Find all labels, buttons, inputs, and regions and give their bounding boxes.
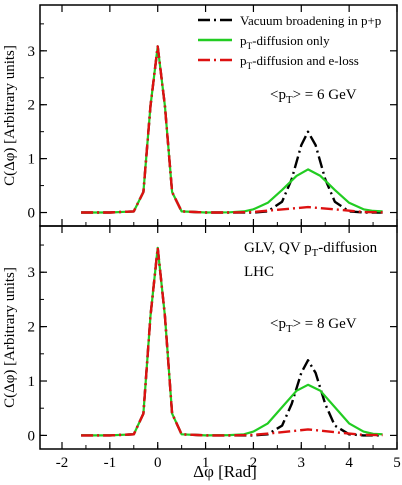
series-line-top-2 (81, 45, 383, 214)
legend-label-2: pT-diffusion and e-loss (240, 53, 359, 72)
legend-label-0: Vacuum broadening in p+p (240, 13, 381, 28)
series-line-top-1 (81, 45, 383, 214)
series-line-top-0 (81, 45, 383, 214)
series-line-bottom-0 (81, 246, 383, 437)
y-tick-label: 1 (28, 374, 36, 390)
panel-frame-bottom (39, 225, 398, 450)
series-line-bottom-1 (81, 246, 383, 437)
series-line-bottom-2 (81, 246, 383, 437)
panel-frame-top (39, 4, 398, 227)
x-axis-label: Δφ [Rad] (193, 462, 257, 481)
x-tick-label: 5 (393, 455, 401, 471)
x-tick-label: 0 (154, 455, 162, 471)
x-tick-label: 3 (298, 455, 306, 471)
legend-label-1: pT-diffusion only (240, 33, 330, 52)
annotation-pt-6gev: <pT> = 6 GeV (270, 87, 357, 106)
x-tick-label: -2 (56, 455, 69, 471)
annotation-model: GLV, QV pT-diffusion (244, 240, 378, 259)
x-tick-label: 2 (250, 455, 258, 471)
x-tick-label: 1 (202, 455, 210, 471)
y-axis-label: C(Δφ) [Arbitrary units] (2, 267, 18, 408)
y-tick-label: 0 (28, 206, 36, 222)
y-axis-label: C(Δφ) [Arbitrary units] (2, 45, 18, 186)
y-tick-label: 0 (28, 428, 36, 444)
y-tick-label: 3 (28, 44, 36, 60)
annotation-pt-8gev: <pT> = 8 GeV (270, 316, 357, 335)
y-tick-label: 2 (28, 98, 36, 114)
y-tick-label: 1 (28, 152, 36, 168)
y-tick-label: 2 (28, 320, 36, 336)
x-tick-label: -1 (104, 455, 117, 471)
x-tick-label: 4 (345, 455, 353, 471)
annotation-collider: LHC (244, 264, 274, 280)
y-tick-label: 3 (28, 265, 36, 281)
